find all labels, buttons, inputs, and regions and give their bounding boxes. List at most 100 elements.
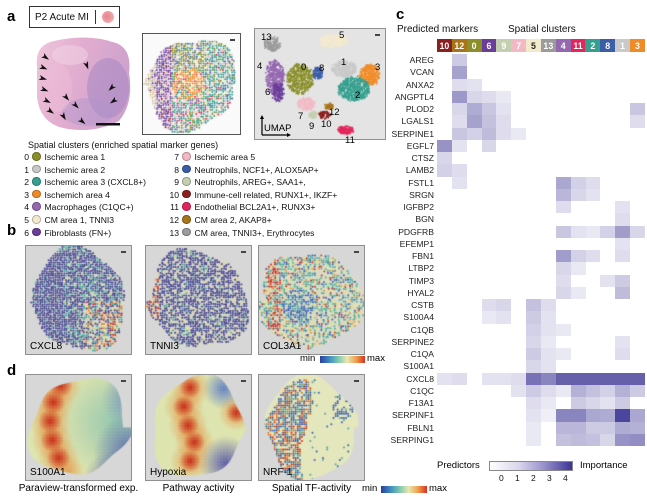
heatmap-cell xyxy=(496,348,512,361)
heatmap-cell xyxy=(555,433,571,446)
importance-scale xyxy=(489,461,573,471)
heatmap-cell xyxy=(600,139,616,152)
heatmap-cell xyxy=(526,103,541,116)
heatmap-cell xyxy=(630,372,645,385)
heatmap-cell xyxy=(451,348,467,361)
heatmap-cell xyxy=(555,225,571,238)
cluster-chip-2: 2 xyxy=(585,39,601,52)
map-label: TNNI3 xyxy=(150,341,179,352)
gene-label-VCAN: VCAN xyxy=(410,67,434,78)
cluster-chip-7: 7 xyxy=(511,39,527,52)
importance-tick-1: 1 xyxy=(515,473,520,483)
cluster-color-dot-icon xyxy=(182,227,191,237)
heatmap-cell xyxy=(630,127,645,140)
heatmap-cell xyxy=(600,152,616,165)
heatmap-cell xyxy=(570,250,586,263)
heatmap-cell xyxy=(585,335,601,348)
heatmap-cell xyxy=(526,360,541,373)
heatmap-cell xyxy=(511,286,527,299)
heatmap-cell xyxy=(600,90,616,103)
heatmap-cell xyxy=(600,127,616,140)
heatmap-cell xyxy=(600,78,616,91)
smoothed-map-NRF-1: NRF-1 xyxy=(258,374,365,481)
gene-label-ANGPTL4: ANGPTL4 xyxy=(394,91,434,102)
heatmap-cell xyxy=(555,237,571,250)
heatmap-cell xyxy=(481,384,497,397)
heatmap-cell xyxy=(585,225,601,238)
sample-box-divider xyxy=(94,10,96,24)
heatmap-cell xyxy=(615,139,631,152)
heatmap-cell xyxy=(481,54,497,67)
gene-label-LTBP2: LTBP2 xyxy=(408,263,434,274)
heatmap-cell xyxy=(481,250,497,263)
heatmap-cell xyxy=(585,152,601,165)
heatmap-cell xyxy=(466,397,482,410)
heatmap-cell xyxy=(600,54,616,67)
heatmap-cell xyxy=(481,66,497,79)
heatmap-cell xyxy=(541,164,556,177)
scale-tick xyxy=(121,251,126,253)
heatmap-cell xyxy=(555,176,571,189)
heatmap-cell xyxy=(585,299,601,312)
predicted-markers-heading: Predicted markers xyxy=(397,24,479,35)
gene-label-IGFBP2: IGFBP2 xyxy=(403,202,434,213)
heatmap-cell xyxy=(496,409,512,422)
heatmap-cell xyxy=(541,299,556,312)
heatmap-cell xyxy=(600,103,616,116)
heatmap-cell xyxy=(570,323,586,336)
legend-item-label: Ischemich area 4 xyxy=(44,189,110,200)
map-label: Hypoxia xyxy=(150,467,187,478)
legend-item-label: Neutrophils, AREG+, SAA1+, xyxy=(194,177,306,188)
umap-cluster-number-6: 6 xyxy=(265,87,271,98)
heatmap-cell xyxy=(496,384,512,397)
gene-label-C1QA: C1QA xyxy=(410,349,434,360)
heatmap-cell xyxy=(555,323,571,336)
heatmap-cell xyxy=(526,90,541,103)
heatmap-cell xyxy=(555,188,571,201)
heatmap-cell xyxy=(615,213,631,226)
heatmap-cell xyxy=(496,421,512,434)
heatmap-cell xyxy=(555,311,571,324)
heatmap-cell xyxy=(496,188,512,201)
heatmap-cell xyxy=(496,323,512,336)
heatmap-cell xyxy=(541,103,556,116)
heatmap-cell xyxy=(630,66,645,79)
scale-tick xyxy=(354,380,359,382)
heatmap-cell xyxy=(630,409,645,422)
heatmap-cell xyxy=(437,311,452,324)
umap-cluster-number-13: 13 xyxy=(261,32,272,43)
heatmap-cell xyxy=(555,397,571,410)
colorbar-gradient xyxy=(381,486,427,493)
legend-item-cluster-8: 8 Neutrophils, NCF1+, ALOX5AP+ xyxy=(168,164,319,177)
heatmap-cell xyxy=(615,397,631,410)
heatmap-cell xyxy=(466,384,482,397)
heatmap-cell xyxy=(511,262,527,275)
legend-item-cluster-11: 11 Endothelial BCL2A1+, RUNX3+ xyxy=(168,202,315,214)
heatmap-cell xyxy=(451,176,467,189)
heatmap-cell xyxy=(615,201,631,214)
heatmap-cell xyxy=(437,274,452,287)
heatmap-cell xyxy=(466,409,482,422)
heatmap-cell xyxy=(555,384,571,397)
heatmap-cell xyxy=(555,299,571,312)
heatmap-cell xyxy=(481,397,497,410)
heatmap-cell xyxy=(570,348,586,361)
heatmap-cell xyxy=(555,250,571,263)
heatmap-cell xyxy=(526,213,541,226)
heatmap-cell xyxy=(496,127,512,140)
gene-label-C1QB: C1QB xyxy=(410,324,434,335)
legend-item-cluster-13: 13 CM area, TNNI3+, Erythrocytes xyxy=(168,227,314,240)
heatmap-cell xyxy=(555,54,571,67)
heatmap-cell xyxy=(526,176,541,189)
heatmap-cell xyxy=(630,335,645,348)
legend-item-label: CM area 2, AKAP8+ xyxy=(194,215,272,225)
scale-tick xyxy=(241,380,246,382)
heatmap-cell xyxy=(496,335,512,348)
heatmap-cell xyxy=(526,66,541,79)
heatmap-cell xyxy=(511,152,527,165)
heatmap-cell xyxy=(511,433,527,446)
heatmap-cell xyxy=(466,54,482,67)
heatmap-cell xyxy=(541,127,556,140)
heatmap-cell xyxy=(585,201,601,214)
heatmap-cell xyxy=(570,397,586,410)
